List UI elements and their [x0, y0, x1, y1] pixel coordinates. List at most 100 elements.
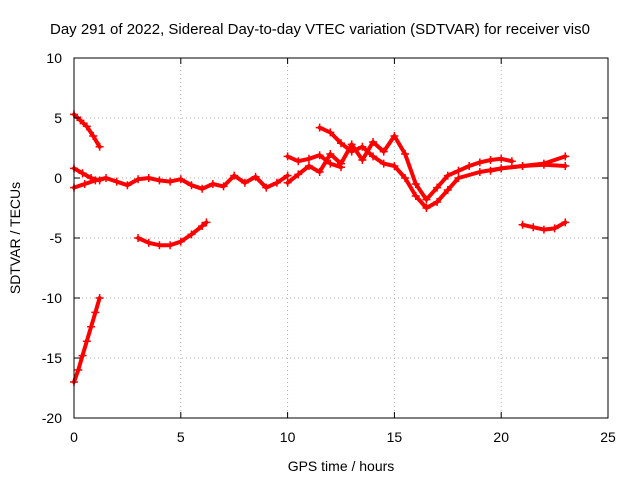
data-point	[82, 122, 91, 131]
data-point	[315, 168, 324, 176]
data-point	[251, 172, 260, 181]
data-point	[518, 162, 527, 170]
data-point	[561, 152, 570, 161]
data-point	[315, 123, 324, 132]
chart-title: Day 291 of 2022, Sidereal Day-to-day VTE…	[50, 21, 590, 38]
data-point	[283, 152, 292, 161]
data-point	[497, 154, 506, 163]
data-point	[134, 234, 143, 242]
data-point	[294, 170, 303, 179]
data-point	[550, 224, 559, 233]
data-point	[272, 178, 281, 187]
data-point	[475, 168, 484, 176]
data-point	[539, 160, 548, 169]
grid	[74, 58, 608, 418]
data-point	[422, 195, 431, 204]
data-point	[347, 140, 356, 149]
data-point	[123, 181, 132, 190]
data-point	[539, 225, 548, 234]
data-point	[337, 163, 345, 172]
data-point	[347, 147, 356, 156]
data-point	[379, 147, 388, 156]
data-point	[401, 150, 410, 158]
data-point	[326, 128, 335, 137]
x-tick-label: 25	[600, 429, 616, 445]
data-point	[326, 150, 335, 158]
series-arc-10	[486, 160, 570, 175]
series-arc-4	[70, 171, 292, 193]
x-tick-label: 20	[493, 429, 509, 445]
data-point	[112, 177, 121, 186]
data-point	[497, 164, 506, 173]
data-point	[202, 218, 211, 227]
data-point	[155, 241, 164, 250]
x-axis-label: GPS time / hours	[288, 458, 395, 474]
data-point	[379, 159, 388, 168]
axis-ticks: 0 5 10 15 20 25 -20 -15 -10 -5 0 5 10	[42, 50, 616, 445]
data-point	[422, 204, 431, 212]
y-tick-label: -10	[42, 290, 62, 306]
data-point	[561, 218, 570, 227]
y-tick-label: 10	[46, 50, 62, 66]
data-point	[294, 157, 303, 166]
data-point	[80, 180, 89, 188]
y-tick-label: -5	[50, 230, 63, 246]
data-point	[315, 151, 324, 160]
data-point	[304, 162, 313, 170]
data-point	[369, 138, 378, 146]
series-arc-5	[134, 218, 211, 250]
data-point	[198, 222, 207, 230]
data-point	[74, 366, 83, 374]
data-point	[465, 162, 474, 170]
y-tick-label: -20	[42, 410, 62, 426]
data-point	[134, 175, 143, 184]
data-point	[78, 169, 87, 178]
data-point	[144, 238, 153, 247]
data-point	[95, 294, 104, 302]
data-point	[518, 220, 527, 229]
series-arc-9	[518, 218, 570, 234]
data-point	[454, 166, 463, 175]
data-point	[358, 142, 367, 151]
data-point	[230, 171, 239, 180]
data-point	[219, 182, 228, 191]
data-point	[443, 171, 452, 180]
data-point	[401, 174, 410, 182]
data-point	[176, 175, 185, 184]
data-point	[166, 241, 175, 250]
data-point	[337, 139, 345, 148]
series-arc-3	[70, 294, 104, 386]
data-series	[70, 110, 570, 386]
data-point	[390, 162, 399, 170]
series-line	[285, 134, 514, 202]
data-point	[529, 223, 538, 232]
series-arc-1	[70, 110, 104, 151]
y-tick-label: 5	[54, 110, 62, 126]
data-point	[369, 152, 378, 161]
data-point	[82, 337, 91, 346]
series-arc-7	[315, 123, 570, 212]
data-point	[561, 162, 570, 170]
data-point	[87, 322, 96, 331]
data-point	[240, 178, 249, 187]
data-point	[95, 142, 104, 151]
data-point	[358, 156, 367, 164]
x-tick-label: 5	[177, 429, 185, 445]
data-point	[454, 174, 463, 182]
data-point	[155, 176, 164, 185]
data-point	[187, 230, 196, 239]
data-point	[262, 183, 271, 192]
data-point	[443, 186, 452, 194]
y-tick-label: -15	[42, 350, 62, 366]
data-point	[76, 116, 85, 125]
y-axis-label: SDTVAR / TECUs	[7, 182, 23, 294]
data-point	[433, 198, 442, 206]
x-tick-label: 15	[387, 429, 403, 445]
series-arc-6	[283, 132, 516, 204]
data-point	[89, 132, 98, 140]
data-point	[486, 166, 495, 175]
data-point	[475, 158, 484, 167]
data-point	[91, 308, 100, 317]
series-line	[72, 112, 102, 149]
